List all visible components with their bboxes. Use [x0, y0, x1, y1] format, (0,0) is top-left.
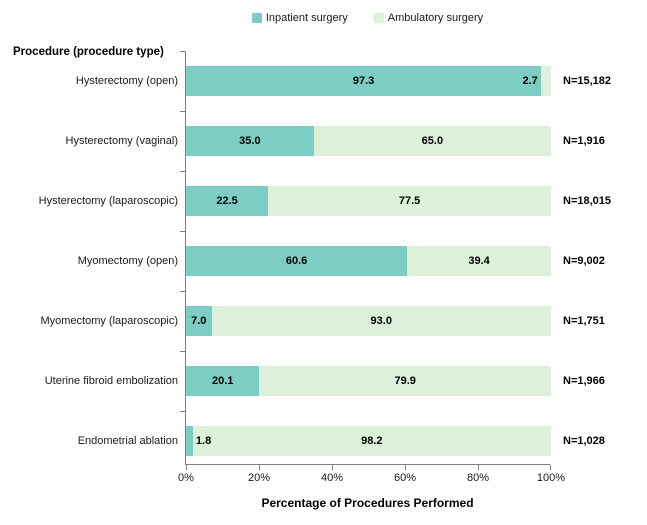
y-axis-tick: [180, 231, 186, 232]
bar-segment-ambulatory: [192, 426, 551, 456]
category-label: Uterine fibroid embolization: [44, 375, 178, 387]
category-label: Myomectomy (laparoscopic): [40, 315, 178, 327]
n-label: N=1,028: [563, 435, 605, 447]
x-tick-label: 0%: [178, 472, 194, 484]
bar-segment-inpatient: [186, 186, 269, 216]
legend-label: Inpatient surgery: [265, 12, 348, 24]
value-label-inpatient: 7.0: [191, 315, 207, 327]
bar-segment-inpatient: [186, 306, 212, 336]
category-label: Hysterectomy (laparoscopic): [38, 195, 178, 207]
bar-segment-ambulatory: [313, 126, 551, 156]
bar-row: 7.0 93.0: [186, 306, 551, 336]
n-label: N=1,916: [563, 135, 605, 147]
category-labels: Hysterectomy (open) Hysterectomy (vaginal…: [0, 0, 178, 525]
value-label-ambulatory: 79.9: [394, 375, 416, 387]
bar-segment-inpatient: [186, 66, 542, 96]
value-label-inpatient: 20.1: [211, 375, 234, 387]
x-axis-tick: [550, 465, 551, 470]
value-label-ambulatory: 2.7: [522, 75, 538, 87]
n-label: N=1,751: [563, 315, 605, 327]
value-label-inpatient: 97.3: [352, 75, 375, 87]
bar-segment-ambulatory: [407, 246, 551, 276]
legend-swatch-icon: [251, 13, 262, 23]
category-label: Hysterectomy (vaginal): [65, 135, 178, 147]
x-axis-tick: [405, 465, 406, 470]
n-label: N=15,182: [563, 75, 612, 87]
x-axis-tick: [186, 465, 187, 470]
value-label-inpatient: 22.5: [216, 195, 238, 207]
bar-segment-inpatient: [186, 426, 193, 456]
bar-segment-ambulatory: [211, 306, 551, 336]
category-label: Endometrial ablation: [77, 435, 178, 447]
plot-area: 97.3 2.7 N=15,182 35.0 65.0 N=1,916 22.5 77.5 N=…: [178, 51, 611, 484]
bar-segment-ambulatory: [268, 186, 551, 216]
bar-segment-ambulatory: [541, 66, 551, 96]
x-axis-tick: [259, 465, 260, 470]
legend-swatch-icon: [373, 13, 384, 23]
x-axis-title: Percentage of Procedures Performed: [261, 496, 474, 510]
value-label-ambulatory: 39.4: [468, 255, 490, 267]
y-axis-tick: [180, 291, 186, 292]
n-label: N=1,966: [563, 375, 605, 387]
value-label-inpatient: 35.0: [239, 135, 261, 147]
y-axis-title: Procedure (procedure type): [13, 46, 164, 58]
y-axis-tick: [180, 51, 186, 52]
bar-segment-inpatient: [186, 126, 314, 156]
bar-row: 60.6 39.4: [186, 246, 551, 276]
value-label-ambulatory: 77.5: [398, 195, 421, 207]
category-label: Hysterectomy (open): [75, 75, 178, 87]
legend-label: Ambulatory surgery: [387, 12, 484, 24]
bar-row: 22.5 77.5: [186, 186, 551, 216]
value-label-ambulatory: 98.2: [361, 435, 383, 447]
x-tick-label: 20%: [247, 472, 271, 484]
bar-segment-inpatient: [186, 246, 408, 276]
x-tick-label: 60%: [393, 472, 417, 484]
value-label-ambulatory: 65.0: [421, 135, 444, 147]
legend: Inpatient surgery Ambulatory surgery: [185, 9, 550, 27]
legend-item-ambulatory: Ambulatory surgery: [373, 12, 484, 24]
bar-row: 97.3 2.7: [186, 66, 551, 96]
x-tick-label: 100%: [536, 472, 566, 484]
n-label: N=9,002: [563, 255, 605, 267]
legend-item-inpatient: Inpatient surgery: [251, 12, 348, 24]
value-label-inpatient: 1.8: [195, 435, 212, 447]
value-label-ambulatory: 93.0: [370, 315, 392, 327]
category-label: Myomectomy (open): [77, 255, 178, 267]
x-axis-tick: [478, 465, 479, 470]
n-label: N=18,015: [563, 195, 612, 207]
y-axis-tick: [180, 171, 186, 172]
value-label-inpatient: 60.6: [285, 255, 308, 267]
x-tick-label: 40%: [320, 472, 344, 484]
bar-row: 35.0 65.0: [186, 126, 551, 156]
y-axis-tick: [180, 411, 186, 412]
bar-segment-inpatient: [186, 366, 260, 396]
bar-segment-ambulatory: [259, 366, 551, 396]
bar-row: 20.1 79.9: [186, 366, 551, 396]
bar-row: 1.8 98.2: [186, 426, 551, 456]
x-tick-label: 80%: [466, 472, 490, 484]
y-axis-tick: [180, 351, 186, 352]
x-axis-tick: [332, 465, 333, 470]
y-axis-tick: [180, 111, 186, 112]
